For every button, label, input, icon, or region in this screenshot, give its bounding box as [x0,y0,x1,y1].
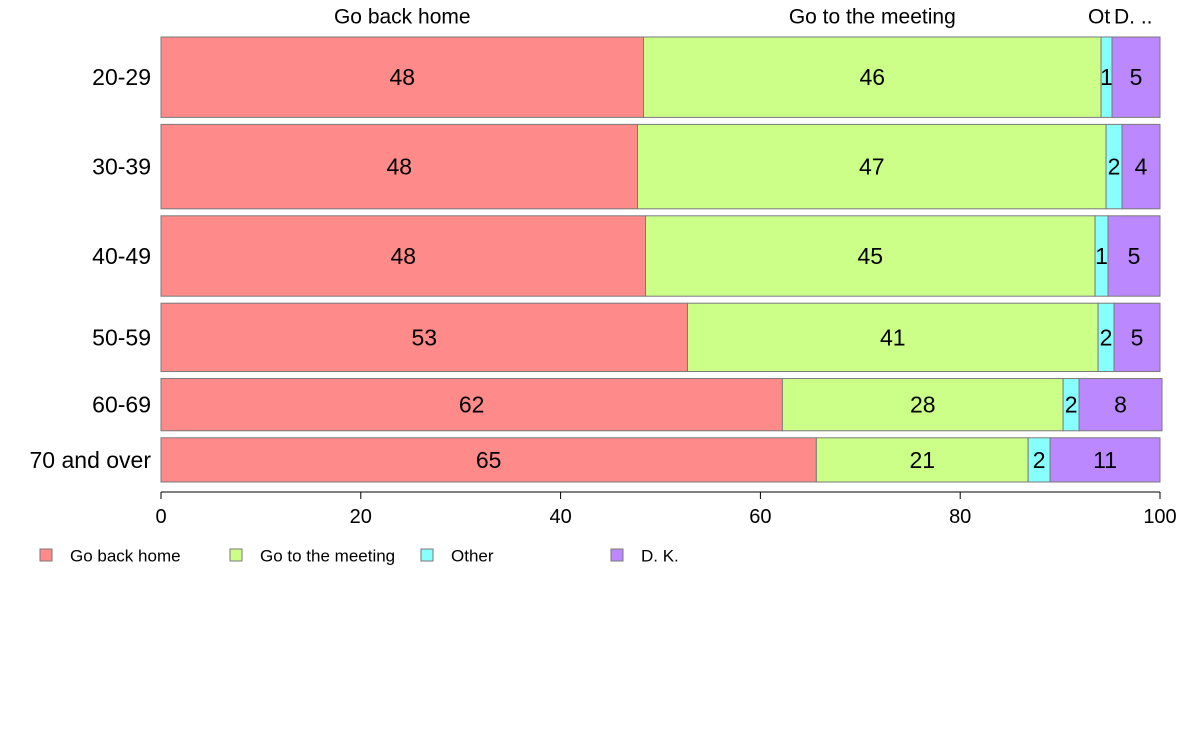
data-label: 48 [389,64,415,90]
data-label: 5 [1131,324,1144,350]
bar-segment [160,378,783,432]
data-label: 5 [1128,243,1141,269]
column-header-label: D. .. [1114,6,1153,29]
legend-label: Go back home [70,547,181,566]
bar-segment [160,215,647,297]
legend-swatch [610,548,624,562]
data-label: 47 [859,154,885,180]
bar-segment [1121,123,1161,210]
column-header-label: Go to the meeting [789,6,956,29]
data-label: 45 [857,243,883,269]
data-label: 2 [1108,154,1121,180]
bar-segment [160,36,645,118]
data-label: 62 [459,392,485,418]
category-label: 30-39 [92,154,151,180]
legend-swatch [39,548,53,562]
data-label: 48 [390,243,416,269]
bar-segment [1113,302,1161,373]
column-header-label: Go back home [334,6,471,29]
legend-swatch [420,548,434,562]
data-label: 21 [909,447,935,473]
category-label: 50-59 [92,324,151,350]
bar-segment [160,302,688,373]
data-label: 46 [859,64,885,90]
legend-label: D. K. [641,547,679,566]
legend: Go back home Go to the meeting Other D. K. [39,547,679,566]
data-label: 65 [476,447,502,473]
data-label: 41 [880,324,906,350]
data-label: 4 [1135,154,1148,180]
bar-segment [160,123,639,210]
x-tick-label: 20 [350,506,372,528]
bar-segment [637,123,1107,210]
bar-segment [1107,215,1161,297]
bar-segment [160,437,817,483]
data-label: 2 [1033,447,1046,473]
bar-segment [645,215,1096,297]
x-tick-label: 80 [949,506,971,528]
bar-area: 20-29 48 46 1 530-39 48 47 2 440-49 48 45 1 550-59 53… [30,36,1163,483]
bar-segment [1078,378,1163,432]
x-tick-label: 100 [1143,506,1176,528]
category-label: 70 and over [30,447,152,473]
column-header-label: Ot [1088,6,1110,29]
x-tick-label: 40 [549,506,571,528]
data-label: 2 [1065,392,1078,418]
x-axis: 0 20 40 60 80 100 [155,491,1177,528]
data-label: 5 [1130,64,1143,90]
data-label: 28 [910,392,936,418]
data-label: 53 [411,324,437,350]
data-label: 1 [1100,64,1113,90]
x-tick-label: 0 [155,506,166,528]
x-tick-label: 60 [749,506,771,528]
legend-label: Other [451,547,494,566]
column-header-labels: Go back home Go to the meeting Ot D. .. [334,6,1153,29]
data-label: 1 [1095,243,1108,269]
data-label: 2 [1100,324,1113,350]
data-label: 11 [1093,447,1117,473]
bar-segment [1049,437,1161,483]
bar-segment [643,36,1102,118]
data-label: 8 [1114,392,1127,418]
legend-label: Go to the meeting [260,547,395,566]
bar-segment [781,378,1064,432]
data-label: 48 [386,154,412,180]
category-label: 20-29 [92,64,151,90]
bar-segment [686,302,1099,373]
category-label: 60-69 [92,392,151,418]
bar-segment [1111,36,1161,118]
legend-swatch [229,548,243,562]
bar-segment [815,437,1029,483]
category-label: 40-49 [92,243,151,269]
